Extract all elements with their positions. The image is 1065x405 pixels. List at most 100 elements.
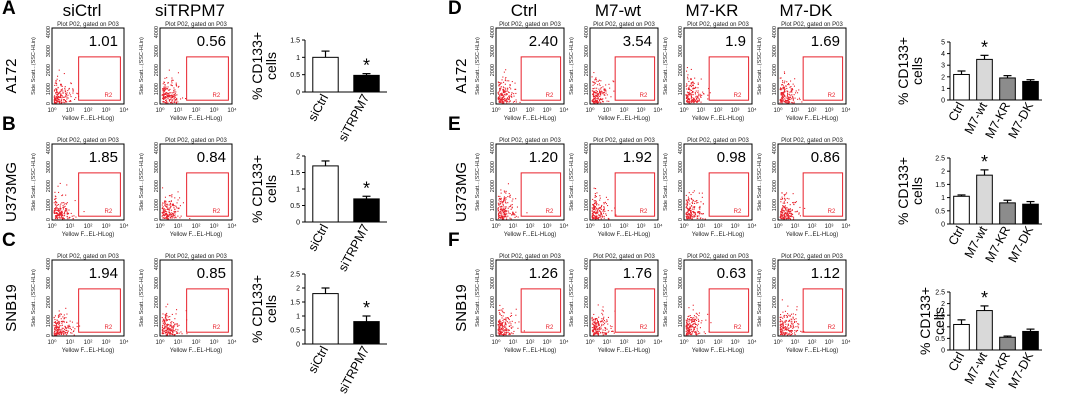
event-dot (55, 96, 57, 98)
event-dot (787, 90, 789, 92)
event-dot (505, 90, 507, 92)
x-tick-label: 10⁴ (119, 107, 129, 114)
event-dot (57, 326, 59, 328)
event-dot (55, 215, 57, 217)
event-dot (685, 213, 687, 215)
event-dot (799, 99, 801, 101)
event-dot (165, 200, 167, 202)
event-dot (779, 99, 781, 101)
event-dot (498, 84, 500, 86)
event-dot (786, 218, 788, 220)
event-dot (595, 95, 597, 97)
y-tick-label: 2000 (584, 64, 590, 76)
event-dot (79, 325, 81, 327)
event-dot (687, 334, 689, 336)
event-dot (690, 100, 692, 102)
flow-cytometry-plot: Plot P02, gated on P03R21.20010002000300… (475, 138, 569, 238)
event-dot (169, 99, 171, 101)
plot-header: Plot P02, gated on P03 (57, 254, 119, 260)
event-dot (685, 206, 687, 208)
event-dot (695, 319, 697, 321)
gate-label: R2 (828, 209, 836, 215)
event-dot (501, 334, 503, 336)
event-dot (691, 205, 693, 207)
event-dot (504, 80, 506, 82)
event-dot (693, 208, 695, 210)
event-dot (598, 83, 600, 85)
event-dot (686, 67, 688, 69)
event-dot (55, 98, 57, 100)
gate-percentage: 0.56 (197, 33, 226, 50)
event-dot (512, 211, 514, 213)
event-dot (781, 99, 783, 101)
event-dot (603, 94, 605, 96)
x-tick-label: 10³ (102, 340, 111, 346)
event-dot (164, 326, 166, 328)
event-dot (497, 210, 499, 212)
event-dot (597, 304, 599, 306)
event-dot (67, 326, 69, 328)
event-dot (688, 326, 690, 328)
event-dot (689, 332, 691, 334)
event-dot (502, 94, 504, 96)
event-dot (503, 196, 505, 198)
event-dot (783, 98, 785, 100)
event-dot (601, 312, 603, 314)
event-dot (781, 214, 783, 216)
event-dot (70, 329, 72, 331)
event-dot (180, 331, 182, 333)
event-dot (686, 97, 688, 99)
event-dot (783, 327, 785, 329)
x-tick-label: 10⁰ (585, 223, 595, 230)
x-tick-label: 10⁰ (773, 339, 783, 346)
event-dot (793, 204, 795, 206)
event-dot (56, 328, 58, 330)
event-dot (603, 210, 605, 212)
event-dot (161, 327, 163, 329)
event-dot (794, 332, 796, 334)
y-tick-label: 1000 (46, 315, 52, 327)
y-tick-label: 0.5 (290, 72, 300, 79)
event-dot (504, 323, 506, 325)
event-dot (604, 90, 606, 92)
event-dot (691, 202, 693, 204)
event-dot (703, 331, 705, 333)
event-dot (796, 210, 798, 212)
event-dot (687, 199, 689, 201)
event-dot (688, 199, 690, 201)
event-dot (782, 325, 784, 327)
event-dot (505, 327, 507, 329)
event-dot (595, 89, 597, 91)
bar (1022, 330, 1039, 351)
event-dot (595, 82, 597, 84)
event-dot (699, 211, 701, 213)
event-dot (59, 102, 61, 104)
event-dot (503, 99, 505, 101)
event-dot (789, 331, 791, 333)
y-axis-label: Side Scatt...(SSC-HLin) (757, 269, 763, 327)
y-axis-label: Side Scatt...(SSC-HLin) (139, 153, 145, 211)
event-dot (697, 202, 699, 204)
event-dot (171, 96, 173, 98)
event-dot (508, 101, 510, 103)
event-dot (600, 92, 602, 94)
event-dot (504, 215, 506, 217)
event-dot (695, 316, 697, 318)
event-dot (594, 100, 596, 102)
event-dot (504, 197, 506, 199)
y-tick-label: 0 (584, 218, 590, 221)
x-tick-label: 10³ (731, 224, 740, 230)
y-tick-label: 0 (490, 102, 496, 105)
event-dot (792, 323, 794, 325)
x-tick-label: 10⁰ (155, 339, 165, 346)
event-dot (785, 218, 787, 220)
event-dot (165, 318, 167, 320)
event-dot (785, 215, 787, 217)
event-dot (786, 316, 788, 318)
event-dot (56, 216, 58, 218)
event-dot (782, 206, 784, 208)
event-dot (781, 96, 783, 98)
event-dot (694, 99, 696, 101)
